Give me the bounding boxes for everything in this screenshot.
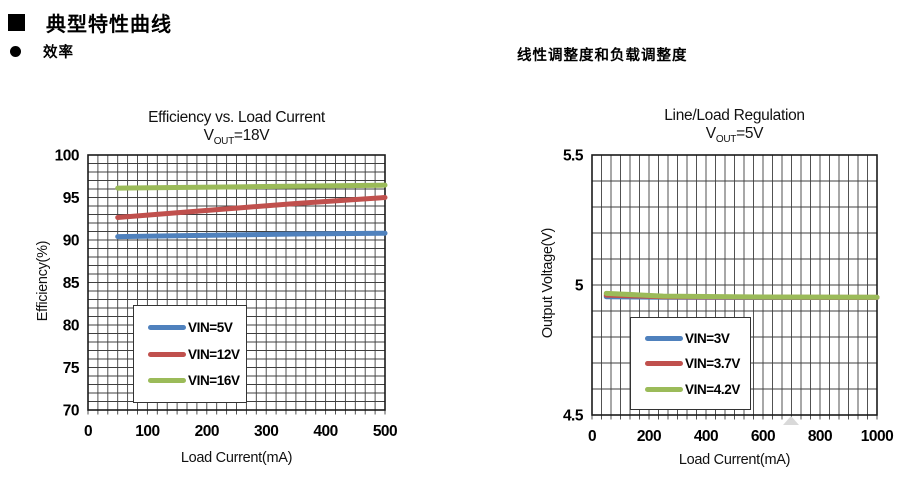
subtitle-subscript: OUT [715, 134, 737, 146]
x-tick-label: 200 [637, 428, 661, 445]
legend: VIN=3V VIN=3.7V VIN=4.2V [630, 317, 751, 410]
section-header: 典型特性曲线 [8, 8, 172, 37]
legend-label: VIN=16V [188, 373, 240, 389]
legend-label: VIN=3V [685, 330, 730, 346]
x-tick-label: 400 [313, 423, 337, 440]
y-tick-label: 5.5 [563, 148, 584, 165]
y-axis-title: Output Voltage(V) [540, 227, 556, 339]
chart-title: Efficiency vs. Load Current [148, 109, 325, 126]
legend-item: VIN=3V [645, 331, 750, 346]
y-tick-label: 85 [63, 275, 80, 292]
efficiency-plot-area: 0 100 200 300 400 500 100 95 90 85 80 75 70 [55, 148, 398, 441]
y-tick-label: 5 [575, 278, 584, 295]
subheading-regulation: 线性调整度和负载调整度 [517, 48, 688, 64]
series-VIN=16V [115, 182, 388, 191]
legend-line-swatch [645, 335, 683, 341]
chart-title: Line/Load Regulation [664, 107, 805, 124]
legend-label: VIN=12V [188, 346, 240, 362]
black-square-icon [8, 14, 25, 31]
series-VIN=5V [115, 230, 388, 240]
legend-label: VIN=3.7V [685, 356, 740, 371]
regulation-plot-area: 0 200 400 600 800 1000 5.5 5 4.5 [563, 148, 894, 446]
legend-line-swatch [148, 351, 186, 357]
legend-item: VIN=16V [148, 373, 246, 388]
regulation-chart: 0 200 400 600 800 1000 5.5 5 4.5 Line/Load Regul… [450, 100, 900, 481]
chart-subtitle: VOUT=18V [88, 127, 385, 147]
legend-item: VIN=12V [148, 347, 246, 362]
subtitle-prefix: V [203, 127, 214, 144]
x-tick-label: 200 [195, 423, 219, 440]
legend-item: VIN=5V [148, 320, 246, 335]
x-tick-label: 300 [254, 423, 278, 440]
x-tick-label: 0 [84, 423, 92, 440]
y-tick-label: 4.5 [563, 408, 584, 425]
x-tick-label: 0 [588, 428, 596, 445]
y-tick-label: 80 [63, 318, 79, 335]
y-tick-label: 75 [63, 360, 80, 377]
subtitle-suffix: =18V [233, 127, 270, 144]
y-tick-label: 95 [63, 190, 80, 207]
x-tick-label: 1000 [861, 428, 893, 445]
series-VIN=12V [115, 195, 388, 220]
x-axis-title: Load Current(mA) [678, 452, 791, 468]
legend-line-swatch [645, 361, 683, 366]
subheading-efficiency: 效率 [10, 41, 74, 62]
y-tick-label: 90 [63, 233, 79, 250]
section-title: 典型特性曲线 [46, 14, 172, 36]
x-tick-label: 600 [751, 428, 775, 445]
legend: VIN=5V VIN=12V VIN=16V [133, 305, 247, 403]
x-tick-label: 100 [135, 423, 159, 440]
legend-line-swatch [148, 378, 186, 384]
black-dot-icon [10, 46, 21, 57]
x-tick-label: 400 [694, 428, 718, 445]
subtitle-suffix: =5V [736, 125, 764, 142]
subheading-efficiency-label: 效率 [43, 45, 74, 61]
legend-label: VIN=4.2V [685, 381, 740, 397]
y-tick-label: 100 [55, 148, 79, 165]
legend-label: VIN=5V [188, 319, 233, 335]
x-tick-label: 500 [373, 423, 397, 440]
gray-triangle-icon [783, 416, 799, 425]
subtitle-prefix: V [705, 125, 716, 142]
chart-subtitle: VOUT=5V [592, 125, 877, 145]
legend-line-swatch [148, 324, 186, 330]
legend-item: VIN=4.2V [645, 382, 750, 397]
series-VIN=4.2V [603, 290, 880, 300]
y-tick-label: 70 [63, 403, 79, 420]
x-tick-label: 800 [808, 428, 832, 445]
legend-item: VIN=3.7V [645, 356, 750, 371]
subtitle-subscript: OUT [213, 136, 235, 148]
efficiency-chart: 0 100 200 300 400 500 100 95 90 85 80 75 70 Efficien… [0, 100, 450, 481]
legend-line-swatch [645, 386, 683, 392]
x-axis-title: Load Current(mA) [180, 450, 293, 466]
y-axis-title: Efficiency(%) [35, 240, 51, 322]
